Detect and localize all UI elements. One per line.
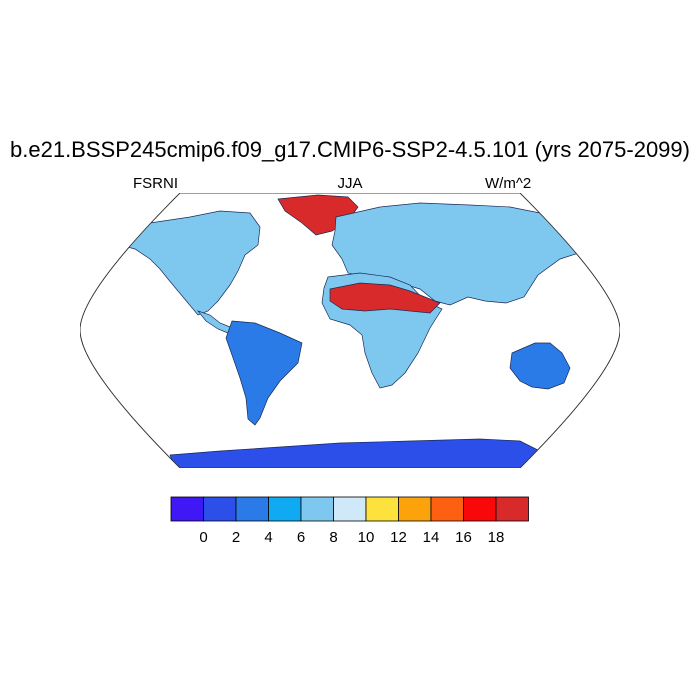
colorbar-tick-label: 2 [232,529,240,546]
colorbar-swatch [170,496,204,522]
region-sahara [329,282,441,314]
colorbar-swatch [463,496,497,522]
colorbar-tick-label: 12 [390,529,407,546]
colorbar-tick-label: 4 [264,529,272,546]
world-map [80,193,620,468]
colorbar-tick-label: 8 [329,529,337,546]
region-eurasia [331,202,601,306]
colorbar-swatch [495,496,529,522]
colorbar-tick-label: 10 [358,529,375,546]
colorbar-swatch [203,496,237,522]
region-south-america [225,320,303,426]
variable-label: FSRNI [133,175,178,192]
units-label: W/m^2 [485,175,532,192]
colorbar-swatch [365,496,399,522]
colorbar: 0 2 4 6 8 10 12 14 16 18 [170,496,529,546]
plot-title: b.e21.BSSP245cmip6.f09_g17.CMIP6-SSP2-4.… [10,137,690,162]
season-label: JJA [337,175,363,192]
colorbar-swatch [398,496,432,522]
colorbar-swatch [300,496,334,522]
region-antarctica [169,438,541,468]
colorbar-tick-label: 0 [199,529,207,546]
colorbar-swatch [268,496,302,522]
colorbar-swatch [235,496,269,522]
colorbar-tick-label: 18 [488,529,505,546]
colorbar-swatch [333,496,367,522]
colorbar-tick-label: 16 [455,529,472,546]
colorbar-swatch [430,496,464,522]
colorbar-tick-label: 14 [423,529,440,546]
region-north-america [114,210,261,316]
region-australia [509,342,571,390]
colorbar-tick-label: 6 [297,529,305,546]
